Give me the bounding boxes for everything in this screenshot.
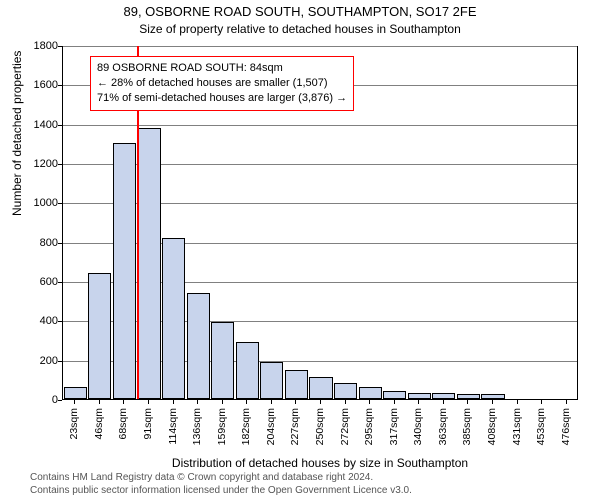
histogram-bar [187, 293, 210, 399]
x-tick-mark [271, 400, 272, 404]
y-axis-label-text: Number of detached properties [10, 51, 24, 216]
x-tick-mark [443, 400, 444, 404]
histogram-bar [457, 394, 480, 399]
histogram-bar [432, 393, 455, 399]
x-tick-mark [99, 400, 100, 404]
x-axis-label-text: Distribution of detached houses by size … [172, 456, 468, 470]
x-tick-mark [123, 400, 124, 404]
y-tick-mark [58, 361, 62, 362]
x-tick-mark [418, 400, 419, 404]
x-tick-label: 476sqm [560, 408, 572, 445]
x-tick-mark [517, 400, 518, 404]
histogram-bar [383, 391, 406, 399]
y-tick-label: 600 [8, 276, 58, 288]
y-gridline [63, 125, 577, 126]
y-axis-label: Number of detached properties [10, 51, 24, 216]
annotation-line-1: 89 OSBORNE ROAD SOUTH: 84sqm [97, 61, 347, 76]
y-tick-label: 1200 [8, 158, 58, 170]
y-tick-mark [58, 164, 62, 165]
y-gridline [63, 46, 577, 47]
footer-line-2: Contains public sector information licen… [30, 485, 412, 496]
y-tick-mark [58, 321, 62, 322]
histogram-bar [113, 143, 136, 399]
histogram-bar [481, 394, 504, 399]
x-tick-mark [467, 400, 468, 404]
y-tick-mark [58, 282, 62, 283]
x-tick-label: 159sqm [216, 408, 228, 445]
histogram-bar [236, 342, 259, 399]
histogram-bar [408, 393, 431, 399]
y-tick-label: 800 [8, 237, 58, 249]
x-tick-mark [173, 400, 174, 404]
x-tick-label: 182sqm [240, 408, 252, 445]
histogram-bar [88, 273, 111, 399]
x-tick-label: 453sqm [535, 408, 547, 445]
annotation-line-3: 71% of semi-detached houses are larger (… [97, 91, 347, 106]
x-tick-label: 340sqm [412, 408, 424, 445]
histogram-bar [285, 370, 308, 400]
x-tick-label: 295sqm [363, 408, 375, 445]
x-tick-mark [222, 400, 223, 404]
x-tick-label: 204sqm [265, 408, 277, 445]
x-tick-mark [369, 400, 370, 404]
y-tick-label: 1600 [8, 79, 58, 91]
y-tick-label: 400 [8, 315, 58, 327]
x-tick-mark [320, 400, 321, 404]
y-tick-mark [58, 400, 62, 401]
x-tick-label: 431sqm [511, 408, 523, 445]
x-tick-mark [148, 400, 149, 404]
chart-subtitle: Size of property relative to detached ho… [0, 22, 600, 36]
x-tick-mark [345, 400, 346, 404]
y-tick-label: 1000 [8, 197, 58, 209]
x-tick-mark [295, 400, 296, 404]
histogram-bar [211, 322, 234, 399]
x-tick-mark [492, 400, 493, 404]
histogram-bar [359, 387, 382, 399]
x-tick-label: 385sqm [461, 408, 473, 445]
x-tick-label: 46sqm [93, 408, 105, 440]
x-tick-label: 114sqm [167, 408, 179, 445]
footer-line-1: Contains HM Land Registry data © Crown c… [30, 472, 373, 483]
y-tick-label: 200 [8, 355, 58, 367]
y-tick-mark [58, 46, 62, 47]
x-tick-mark [394, 400, 395, 404]
histogram-bar [162, 238, 185, 399]
x-tick-mark [197, 400, 198, 404]
x-tick-mark [246, 400, 247, 404]
x-tick-label: 363sqm [437, 408, 449, 445]
histogram-bar [64, 387, 87, 399]
y-tick-mark [58, 203, 62, 204]
histogram-bar [260, 362, 283, 399]
x-tick-mark [566, 400, 567, 404]
x-tick-label: 250sqm [314, 408, 326, 445]
y-tick-mark [58, 243, 62, 244]
y-tick-label: 0 [8, 394, 58, 406]
x-tick-label: 317sqm [388, 408, 400, 445]
y-tick-label: 1800 [8, 40, 58, 52]
histogram-bar [334, 383, 357, 399]
x-tick-label: 136sqm [191, 408, 203, 445]
annotation-box: 89 OSBORNE ROAD SOUTH: 84sqm ← 28% of de… [90, 56, 354, 111]
y-tick-mark [58, 125, 62, 126]
chart-figure: 89, OSBORNE ROAD SOUTH, SOUTHAMPTON, SO1… [0, 0, 600, 500]
y-tick-mark [58, 85, 62, 86]
chart-title: 89, OSBORNE ROAD SOUTH, SOUTHAMPTON, SO1… [0, 4, 600, 19]
histogram-bar [137, 128, 160, 399]
x-tick-label: 272sqm [339, 408, 351, 445]
x-axis-label: Distribution of detached houses by size … [62, 456, 578, 470]
x-tick-label: 23sqm [68, 408, 80, 440]
x-tick-mark [74, 400, 75, 404]
x-tick-label: 91sqm [142, 408, 154, 440]
annotation-line-2: ← 28% of detached houses are smaller (1,… [97, 76, 347, 91]
x-tick-label: 227sqm [289, 408, 301, 445]
x-tick-label: 408sqm [486, 408, 498, 445]
x-tick-mark [541, 400, 542, 404]
y-tick-label: 1400 [8, 119, 58, 131]
histogram-bar [309, 377, 332, 399]
x-tick-label: 68sqm [117, 408, 129, 440]
